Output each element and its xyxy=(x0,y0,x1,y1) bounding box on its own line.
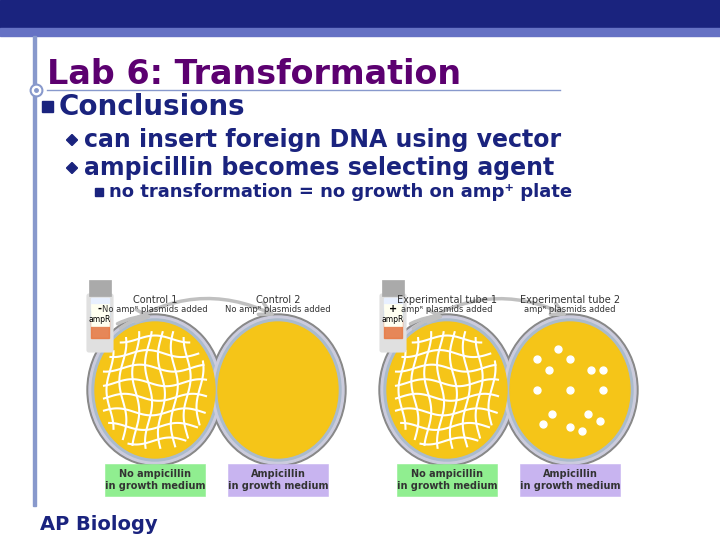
Text: can insert foreign DNA using vector: can insert foreign DNA using vector xyxy=(84,128,561,152)
Bar xyxy=(0,0,720,28)
Ellipse shape xyxy=(379,314,515,466)
FancyBboxPatch shape xyxy=(380,294,406,352)
Text: Lab 6: Transformation: Lab 6: Transformation xyxy=(47,58,461,91)
Ellipse shape xyxy=(92,319,218,461)
Ellipse shape xyxy=(381,316,513,464)
Text: in growth medium: in growth medium xyxy=(228,481,328,491)
Text: AP Biology: AP Biology xyxy=(40,516,158,535)
Text: No ampᴿ plasmids added: No ampᴿ plasmids added xyxy=(102,306,208,314)
Bar xyxy=(520,464,620,496)
Ellipse shape xyxy=(507,319,633,461)
Polygon shape xyxy=(66,163,78,173)
Bar xyxy=(228,464,328,496)
Bar xyxy=(384,318,402,338)
Text: Control 2: Control 2 xyxy=(256,295,300,305)
Bar xyxy=(91,298,109,310)
Ellipse shape xyxy=(384,319,510,461)
Text: in growth medium: in growth medium xyxy=(397,481,498,491)
Bar xyxy=(384,308,402,320)
Ellipse shape xyxy=(215,319,341,461)
Bar xyxy=(0,28,720,36)
Bar xyxy=(33,36,35,506)
Ellipse shape xyxy=(218,322,338,458)
Bar xyxy=(89,280,111,296)
Text: ampR: ampR xyxy=(89,314,111,323)
Polygon shape xyxy=(66,134,78,145)
Text: ampR: ampR xyxy=(382,314,404,323)
Text: Control 1: Control 1 xyxy=(132,295,177,305)
Text: ampᴿ plasmids added: ampᴿ plasmids added xyxy=(401,306,492,314)
Text: Ampicillin: Ampicillin xyxy=(251,469,305,479)
Text: ampicillin becomes selecting agent: ampicillin becomes selecting agent xyxy=(84,156,554,180)
Bar xyxy=(91,304,109,326)
Text: +: + xyxy=(389,304,397,314)
Text: ampᴿ plasmids added: ampᴿ plasmids added xyxy=(524,306,616,314)
Ellipse shape xyxy=(212,316,344,464)
Text: No ampᴿ plasmids added: No ampᴿ plasmids added xyxy=(225,306,330,314)
Bar xyxy=(105,464,205,496)
Text: in growth medium: in growth medium xyxy=(104,481,205,491)
Ellipse shape xyxy=(510,322,630,458)
Bar xyxy=(382,280,404,296)
Bar xyxy=(91,318,109,338)
Bar xyxy=(384,298,402,310)
Ellipse shape xyxy=(502,314,638,466)
Ellipse shape xyxy=(210,314,346,466)
Bar xyxy=(42,101,53,112)
Text: No ampicillin: No ampicillin xyxy=(411,469,483,479)
Bar xyxy=(397,464,497,496)
Ellipse shape xyxy=(89,316,221,464)
Text: Experimental tube 2: Experimental tube 2 xyxy=(520,295,620,305)
Bar xyxy=(95,188,103,196)
Text: No ampicillin: No ampicillin xyxy=(119,469,191,479)
Bar xyxy=(91,308,109,320)
Text: Ampicillin: Ampicillin xyxy=(543,469,598,479)
Ellipse shape xyxy=(87,314,223,466)
Ellipse shape xyxy=(95,322,215,458)
Text: Experimental tube 1: Experimental tube 1 xyxy=(397,295,497,305)
FancyBboxPatch shape xyxy=(87,294,113,352)
Text: no transformation = no growth on amp⁺ plate: no transformation = no growth on amp⁺ pl… xyxy=(109,183,572,201)
Text: -: - xyxy=(98,304,102,314)
Ellipse shape xyxy=(387,322,507,458)
Text: Conclusions: Conclusions xyxy=(59,93,246,121)
Text: in growth medium: in growth medium xyxy=(520,481,620,491)
Ellipse shape xyxy=(504,316,636,464)
Bar xyxy=(384,304,402,326)
